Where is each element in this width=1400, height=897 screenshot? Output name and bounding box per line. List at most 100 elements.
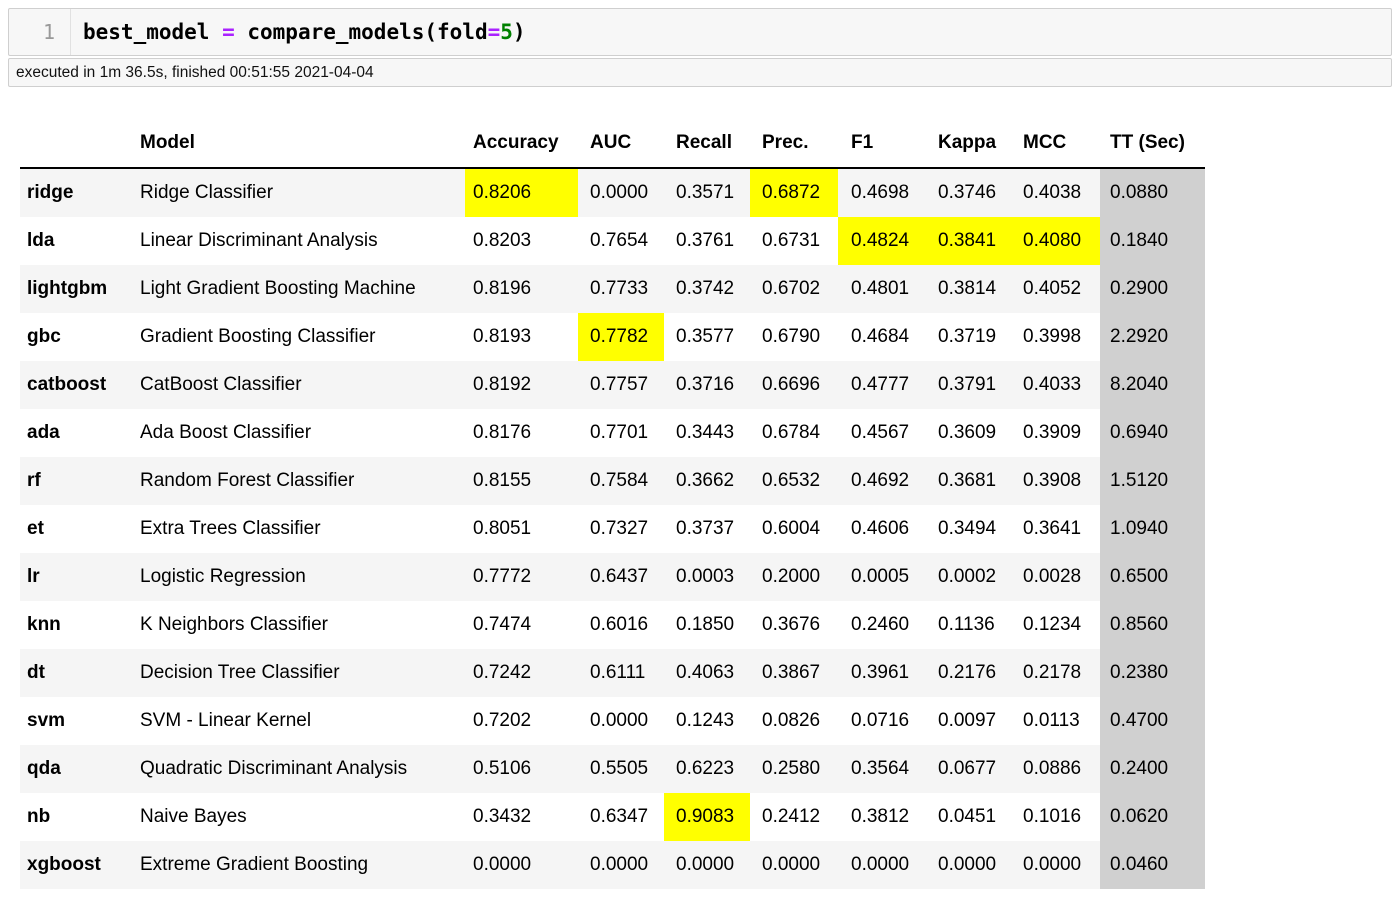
cell-model: Extra Trees Classifier	[140, 518, 321, 539]
cell-auc: 0.0000	[590, 182, 649, 203]
cell-mcc: 0.4052	[1023, 278, 1082, 299]
column-header-tt: TT (Sec)	[1100, 126, 1205, 169]
cell-auc: 0.6016	[590, 614, 649, 635]
cell-mcc: 0.3998	[1023, 326, 1082, 347]
cell-auc: 0.0000	[590, 710, 649, 731]
cell-prec: 0.6702	[762, 278, 821, 299]
table-row-dt: dt Decision Tree Classifier 0.7242 0.6111 0.…	[20, 649, 1205, 697]
cell-f1: 0.4801	[851, 278, 910, 299]
cell-recall: 0.1850	[676, 614, 735, 635]
cell-recall: 0.3737	[676, 518, 735, 539]
column-header-kappa: Kappa	[924, 126, 1014, 169]
cell-f1: 0.3812	[851, 806, 910, 827]
table-header-row: Model Accuracy AUC Recall Prec. F1 Kappa MCC TT …	[20, 126, 1205, 169]
cell-model: K Neighbors Classifier	[140, 614, 328, 635]
cell-recall: 0.3742	[676, 278, 735, 299]
cell-model: Decision Tree Classifier	[140, 662, 340, 683]
cell-mcc: 0.3641	[1023, 518, 1082, 539]
cell-recall: 0.0003	[676, 566, 735, 587]
code-token-op: =	[222, 20, 235, 44]
cell-model: SVM - Linear Kernel	[140, 710, 312, 731]
cell-accuracy: 0.8203	[473, 230, 532, 251]
table-row-xgboost: xgboost Extreme Gradient Boosting 0.0000 0.…	[20, 841, 1205, 889]
cell-auc: 0.6437	[590, 566, 649, 587]
cell-mcc: 0.2178	[1023, 662, 1082, 683]
cell-mcc: 0.3909	[1023, 422, 1082, 443]
cell-tt: 0.2380	[1100, 649, 1205, 697]
cell-model: Logistic Regression	[140, 566, 306, 587]
cell-index: knn	[27, 614, 61, 635]
cell-kappa: 0.3494	[938, 518, 997, 539]
cell-kappa: 0.3681	[938, 470, 997, 491]
cell-f1: 0.0000	[851, 854, 910, 875]
cell-model: Ridge Classifier	[140, 182, 274, 203]
compare-models-table: Model Accuracy AUC Recall Prec. F1 Kappa MCC TT …	[20, 126, 1205, 889]
cell-kappa: 0.0677	[938, 758, 997, 779]
cell-accuracy: 0.7772	[473, 566, 532, 587]
cell-prec: 0.3867	[762, 662, 821, 683]
cell-f1: 0.4777	[851, 374, 910, 395]
cell-tt: 0.0880	[1100, 168, 1205, 217]
cell-kappa: 0.3791	[938, 374, 997, 395]
code-token-plain: best_model	[83, 20, 223, 44]
cell-kappa: 0.0000	[938, 854, 997, 875]
cell-prec: 0.6004	[762, 518, 821, 539]
cell-accuracy: 0.8155	[473, 470, 532, 491]
cell-kappa: 0.3814	[938, 278, 997, 299]
cell-index: svm	[27, 710, 66, 731]
cell-auc: 0.5505	[590, 758, 649, 779]
column-header-prec: Prec.	[750, 126, 838, 169]
column-header-f1: F1	[838, 126, 924, 169]
cell-index: nb	[27, 806, 51, 827]
code-token-num: 5	[500, 20, 513, 44]
cell-index: ridge	[27, 182, 74, 203]
cell-kappa: 0.0451	[938, 806, 997, 827]
cell-accuracy: 0.8176	[473, 422, 532, 443]
cell-tt: 0.8560	[1100, 601, 1205, 649]
cell-f1: 0.4692	[851, 470, 910, 491]
cell-accuracy: 0.7242	[473, 662, 532, 683]
cell-accuracy: 0.7202	[473, 710, 532, 731]
cell-kappa: 0.3609	[938, 422, 997, 443]
cell-recall: 0.3571	[676, 182, 735, 203]
column-header-mcc: MCC	[1014, 126, 1100, 169]
cell-kappa: 0.1136	[938, 614, 995, 635]
cell-prec: 0.6784	[762, 422, 821, 443]
cell-mcc: 0.4038	[1023, 182, 1082, 203]
cell-f1: 0.4698	[851, 182, 910, 203]
cell-accuracy: 0.8051	[473, 518, 532, 539]
cell-f1: 0.2460	[851, 614, 910, 635]
cell-prec: 0.0826	[762, 710, 821, 731]
cell-kappa: 0.2176	[938, 662, 997, 683]
code-line[interactable]: best_model = compare_models(fold=5)	[71, 9, 526, 55]
cell-recall: 0.4063	[676, 662, 735, 683]
code-input-area[interactable]: 1 best_model = compare_models(fold=5)	[8, 8, 1392, 56]
cell-accuracy: 0.8196	[473, 278, 532, 299]
cell-recall: 0.1243	[676, 710, 735, 731]
cell-index: et	[27, 518, 44, 539]
cell-accuracy: 0.3432	[473, 806, 532, 827]
cell-accuracy: 0.8206	[465, 168, 578, 217]
code-token-plain: compare_models(fold	[234, 20, 488, 44]
cell-recall: 0.9083	[664, 793, 750, 841]
column-header-model: Model	[132, 126, 465, 169]
cell-model: Random Forest Classifier	[140, 470, 355, 491]
cell-auc: 0.0000	[590, 854, 649, 875]
cell-auc: 0.7757	[590, 374, 649, 395]
cell-tt: 0.2900	[1100, 265, 1205, 313]
table-row-lda: lda Linear Discriminant Analysis 0.8203 0.7…	[20, 217, 1205, 265]
cell-tt: 0.4700	[1100, 697, 1205, 745]
cell-tt: 1.0940	[1100, 505, 1205, 553]
notebook-code-cell: 1 best_model = compare_models(fold=5) ex…	[8, 8, 1392, 87]
cell-mcc: 0.1234	[1023, 614, 1082, 635]
cell-mcc: 0.4080	[1014, 217, 1100, 265]
cell-kappa: 0.0097	[938, 710, 997, 731]
cell-model: Naive Bayes	[140, 806, 247, 827]
table-header: Model Accuracy AUC Recall Prec. F1 Kappa MCC TT …	[20, 126, 1205, 169]
cell-prec: 0.6790	[762, 326, 821, 347]
cell-prec: 0.6731	[762, 230, 821, 251]
code-token-plain: )	[512, 20, 526, 44]
table-row-nb: nb Naive Bayes 0.3432 0.6347 0.9083 0.2412 0.3…	[20, 793, 1205, 841]
cell-mcc: 0.4033	[1023, 374, 1082, 395]
table-row-lightgbm: lightgbm Light Gradient Boosting Machine 0…	[20, 265, 1205, 313]
